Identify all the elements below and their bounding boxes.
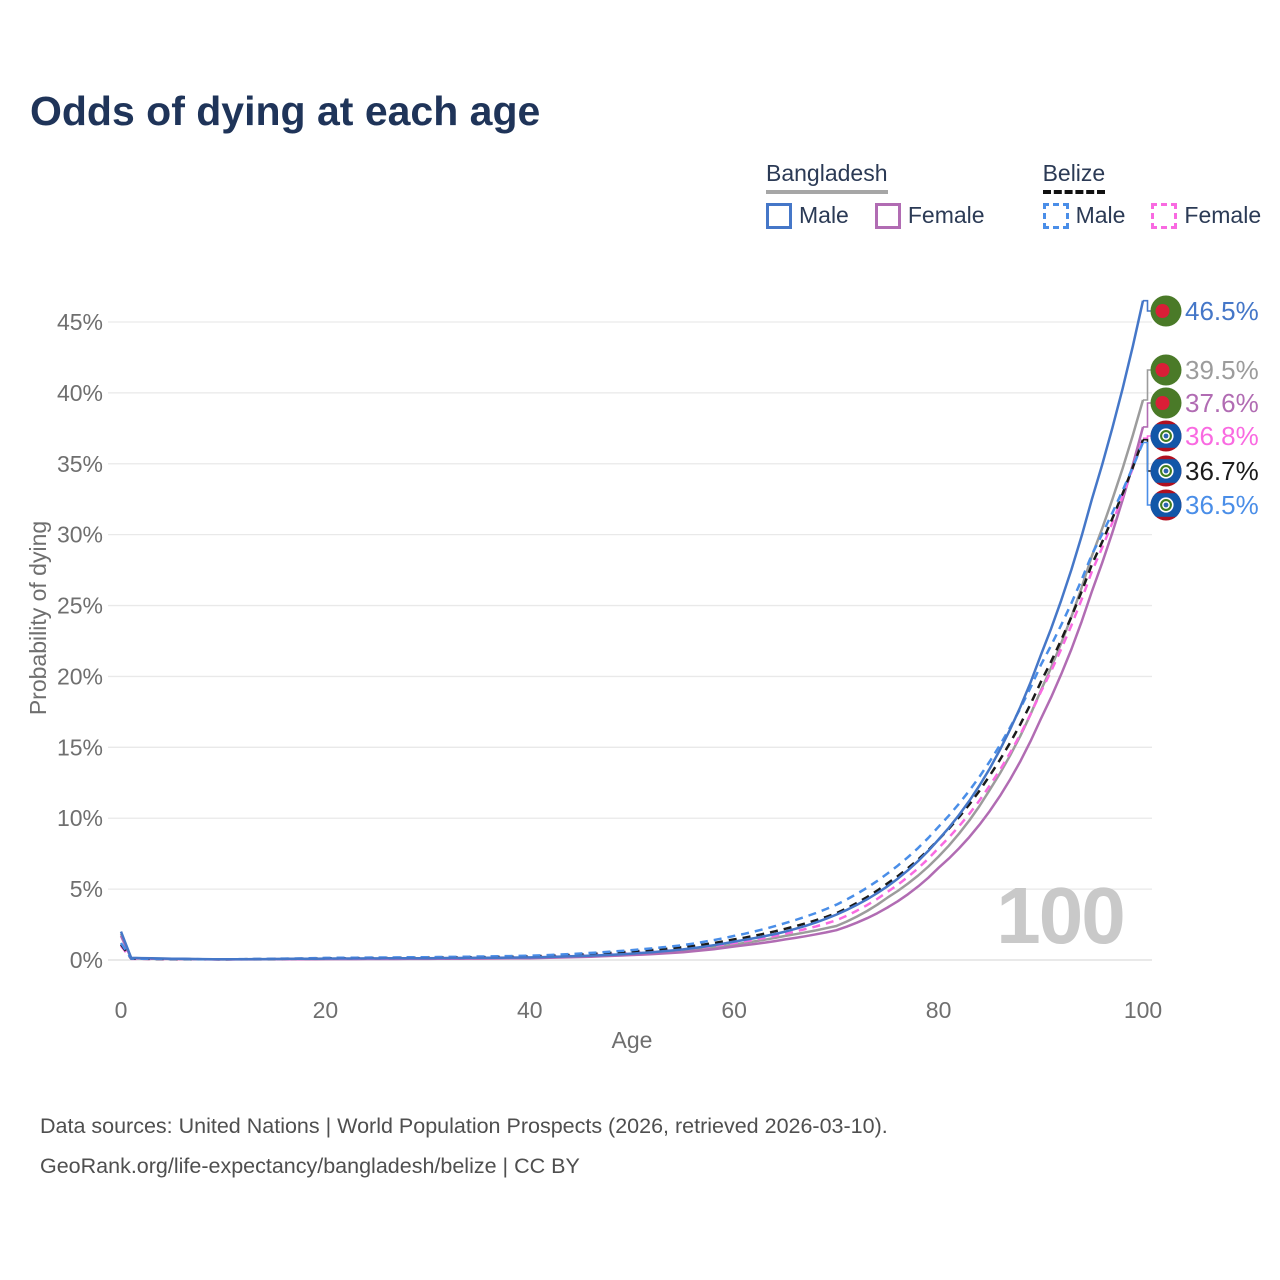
end-label-bangladesh-total: 39.5% <box>1185 355 1259 385</box>
series-line-bangladesh-male <box>119 300 1145 961</box>
leader-line-belize-male <box>1143 441 1151 506</box>
leader-line-bangladesh-total <box>1143 369 1151 401</box>
x-axis-ticks: 0 20 40 60 80 100 <box>115 997 1163 1023</box>
y-tick-20: 20% <box>57 663 103 689</box>
x-tick-80: 80 <box>926 997 952 1023</box>
legend-item-bangladesh-male[interactable]: Male <box>766 202 849 229</box>
end-label-belize-male: 36.5% <box>1185 490 1259 520</box>
legend-items-bangladesh: Male Female <box>766 202 985 229</box>
age-watermark: 100 <box>996 871 1123 960</box>
legend-item-belize-female[interactable]: Female <box>1151 202 1261 229</box>
belize-male-swatch-icon <box>1042 202 1069 229</box>
source-attribution: Data sources: United Nations | World Pop… <box>40 1106 888 1186</box>
y-axis-title: Probability of dying <box>25 521 51 715</box>
legend-group-belize: Belize Male Female <box>1042 160 1261 229</box>
series-line-bangladesh-total <box>119 399 1145 961</box>
legend-label-belize-male: Male <box>1075 202 1126 228</box>
leader-line-bangladesh-male <box>1143 299 1151 312</box>
y-tick-25: 25% <box>57 593 103 619</box>
flag-icon-bangladesh <box>1150 354 1182 386</box>
legend-country-bangladesh: Bangladesh <box>766 160 888 194</box>
end-label-belize-female: 36.8% <box>1185 421 1259 451</box>
legend-item-belize-male[interactable]: Male <box>1042 202 1126 229</box>
flag-icon-belize <box>1150 489 1182 521</box>
legend-country-belize: Belize <box>1042 160 1106 194</box>
y-axis-ticks: 0% 5% 10% 15% 20% 25% 30% 35% 40% 45% <box>57 309 103 973</box>
source-line-1: Data sources: United Nations | World Pop… <box>40 1114 888 1138</box>
belize-female-swatch-icon <box>1151 202 1178 229</box>
x-tick-60: 60 <box>721 997 747 1023</box>
y-tick-30: 30% <box>57 522 103 548</box>
y-tick-40: 40% <box>57 380 103 406</box>
y-tick-45: 45% <box>57 309 103 335</box>
source-line-2: GeoRank.org/life-expectancy/bangladesh/b… <box>40 1154 580 1178</box>
x-tick-20: 20 <box>313 997 339 1023</box>
leader-line-bangladesh-female <box>1143 402 1151 428</box>
y-tick-15: 15% <box>57 734 103 760</box>
legend-item-bangladesh-female[interactable]: Female <box>874 202 985 229</box>
end-labels: 46.5% 39.5%37.6%36.8% 36.7% 36.5% <box>1143 295 1259 521</box>
flag-icon-belize <box>1150 420 1182 452</box>
legend-label-bangladesh-male: Male <box>799 202 849 228</box>
legend-label-bangladesh-female: Female <box>907 202 985 228</box>
y-tick-5: 5% <box>70 876 103 902</box>
flag-icon-belize <box>1150 455 1182 487</box>
y-tick-0: 0% <box>70 947 103 973</box>
legend-group-bangladesh: Bangladesh Male Female <box>766 160 985 229</box>
series-line-belize-female <box>120 437 1145 961</box>
y-tick-10: 10% <box>57 805 103 831</box>
flag-icon-bangladesh <box>1150 295 1182 327</box>
page-title: Odds of dying at each age <box>30 88 541 134</box>
series-line-belize-total <box>119 439 1145 961</box>
legend-items-belize: Male Female <box>1042 202 1261 229</box>
end-label-bangladesh-male: 46.5% <box>1185 296 1259 326</box>
x-axis-title: Age <box>612 1027 653 1053</box>
bangladesh-male-swatch-icon <box>766 202 792 229</box>
y-tick-35: 35% <box>57 451 103 477</box>
flag-icon-bangladesh <box>1150 387 1182 419</box>
bangladesh-female-swatch-icon <box>874 202 901 229</box>
legend-label-belize-female: Female <box>1184 202 1262 228</box>
end-label-bangladesh-female: 37.6% <box>1185 388 1259 418</box>
x-tick-100: 100 <box>1124 997 1162 1023</box>
leader-line-belize-female <box>1143 435 1151 439</box>
series-lines <box>119 300 1145 961</box>
gridlines <box>108 321 1152 961</box>
series-line-bangladesh-female <box>119 426 1145 961</box>
legend: Bangladesh Male Female Belize Male <box>766 160 1261 229</box>
end-label-belize-total: 36.7% <box>1185 456 1259 486</box>
x-tick-0: 0 <box>115 997 128 1023</box>
series-line-belize-male <box>119 442 1145 961</box>
x-tick-40: 40 <box>517 997 543 1023</box>
